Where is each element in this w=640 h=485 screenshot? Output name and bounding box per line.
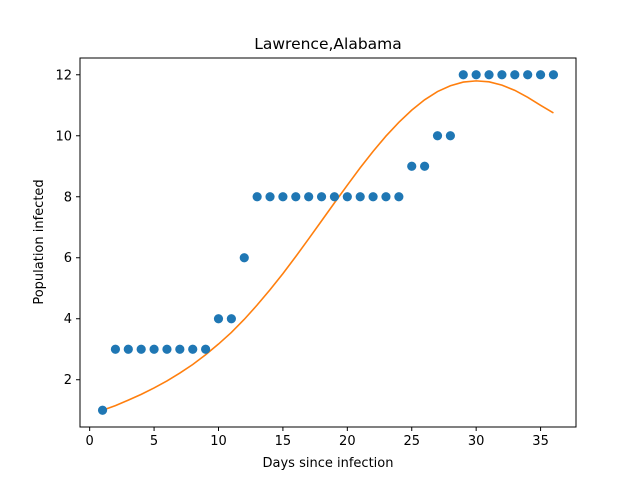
data-point — [239, 253, 249, 263]
data-point — [445, 131, 455, 141]
x-tick-label: 10 — [210, 434, 227, 449]
data-point — [381, 192, 391, 202]
x-axis-label: Days since infection — [263, 456, 394, 471]
data-point — [497, 70, 507, 80]
x-tick-label: 25 — [403, 434, 420, 449]
y-axis-label: Population infected — [32, 179, 47, 304]
data-point — [97, 405, 108, 415]
data-point — [394, 192, 404, 202]
x-tick-label: 30 — [468, 434, 485, 449]
y-tick-label: 4 — [64, 312, 72, 327]
data-point — [548, 70, 559, 80]
data-point — [355, 192, 365, 202]
y-tick-label: 8 — [64, 190, 72, 205]
y-tick-label: 10 — [55, 129, 72, 144]
x-tick-label: 0 — [86, 434, 94, 449]
fit-curve-line — [102, 80, 554, 411]
x-tick-label: 20 — [339, 434, 356, 449]
axes-frame — [79, 57, 577, 428]
data-point — [304, 192, 314, 202]
data-point — [252, 192, 262, 202]
x-tick-label: 5 — [150, 434, 158, 449]
data-point — [162, 344, 172, 354]
data-point — [523, 70, 533, 80]
data-point — [188, 344, 198, 354]
data-point — [226, 314, 236, 324]
data-point — [368, 192, 378, 202]
data-point — [213, 314, 224, 324]
data-point — [149, 344, 159, 354]
data-point — [123, 344, 133, 354]
data-point — [342, 192, 352, 202]
x-tick-label: 15 — [275, 434, 292, 449]
data-point — [175, 344, 185, 354]
data-point — [201, 344, 211, 354]
axes: 0 5 10 15 20 25 30 35 2 4 6 8 10 12 — [55, 57, 577, 449]
x-tick-label: 35 — [532, 434, 549, 449]
data-point — [136, 344, 146, 354]
data-point — [265, 192, 275, 202]
y-tick-label: 12 — [55, 68, 72, 83]
data-point — [407, 161, 417, 171]
data-point — [291, 192, 301, 202]
y-tick-label: 6 — [64, 251, 72, 266]
plot-area — [97, 70, 559, 415]
data-point — [329, 192, 340, 202]
data-point — [535, 70, 546, 80]
data-point — [484, 70, 494, 80]
data-point — [278, 192, 288, 202]
data-point — [510, 70, 520, 80]
data-point — [471, 70, 481, 80]
chart-title: Lawrence,Alabama — [254, 35, 402, 53]
data-point — [316, 192, 327, 202]
data-point — [110, 344, 121, 354]
y-tick-label: 2 — [64, 373, 72, 388]
data-point — [432, 131, 443, 141]
data-point — [458, 70, 468, 80]
data-point — [420, 161, 430, 171]
